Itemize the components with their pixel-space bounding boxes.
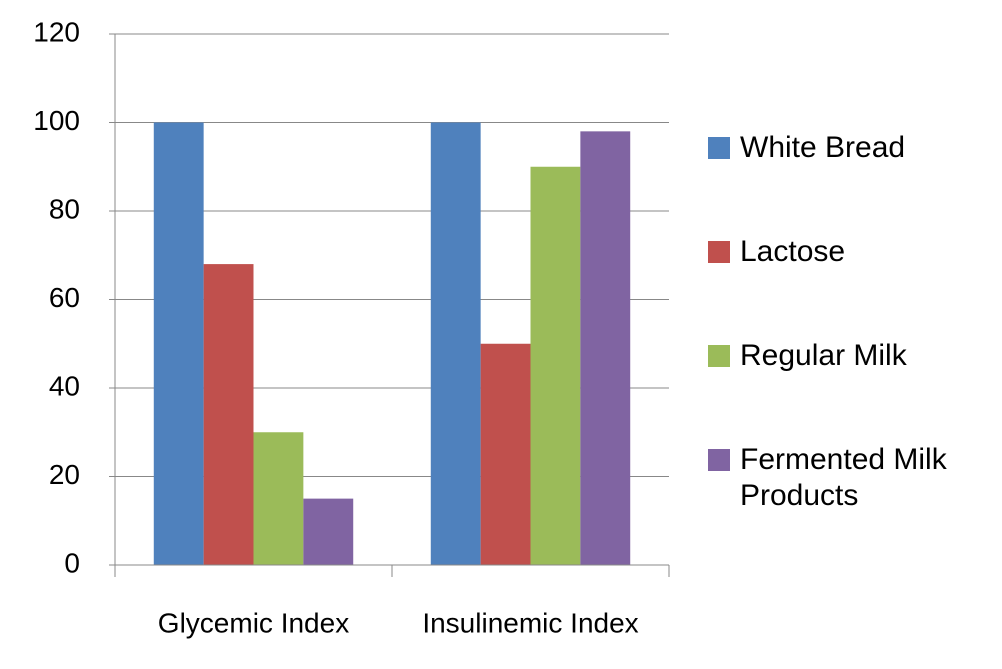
bar — [153, 122, 204, 565]
legend-label: Lactose — [740, 235, 846, 268]
x-tick-label: Insulinemic Index — [422, 607, 638, 638]
bar — [580, 131, 631, 565]
legend-label: Fermented Milk Products — [740, 443, 947, 512]
bar — [203, 264, 254, 565]
y-tick-label: 40 — [49, 370, 80, 401]
y-tick-label: 80 — [49, 193, 80, 224]
legend-swatch — [708, 137, 730, 159]
y-tick-label: 20 — [49, 459, 80, 490]
y-tick-label: 100 — [33, 105, 80, 136]
legend-item: Regular Milk — [708, 338, 990, 374]
x-tick-label: Glycemic Index — [158, 607, 349, 638]
legend-item: White Bread — [708, 130, 990, 166]
bar — [430, 122, 481, 565]
y-tick-label: 0 — [64, 547, 80, 578]
legend-item: Fermented Milk Products — [708, 442, 990, 514]
bar — [530, 166, 581, 565]
legend-swatch — [708, 449, 730, 471]
bar — [480, 343, 531, 565]
bar — [303, 498, 354, 565]
y-tick-label: 120 — [33, 16, 80, 47]
legend-swatch — [708, 345, 730, 367]
legend-label: White Bread — [740, 131, 906, 164]
legend-label: Regular Milk — [740, 339, 907, 372]
bar — [253, 432, 304, 565]
y-tick-label: 60 — [49, 282, 80, 313]
legend-item: Lactose — [708, 234, 990, 270]
legend-swatch — [708, 241, 730, 263]
